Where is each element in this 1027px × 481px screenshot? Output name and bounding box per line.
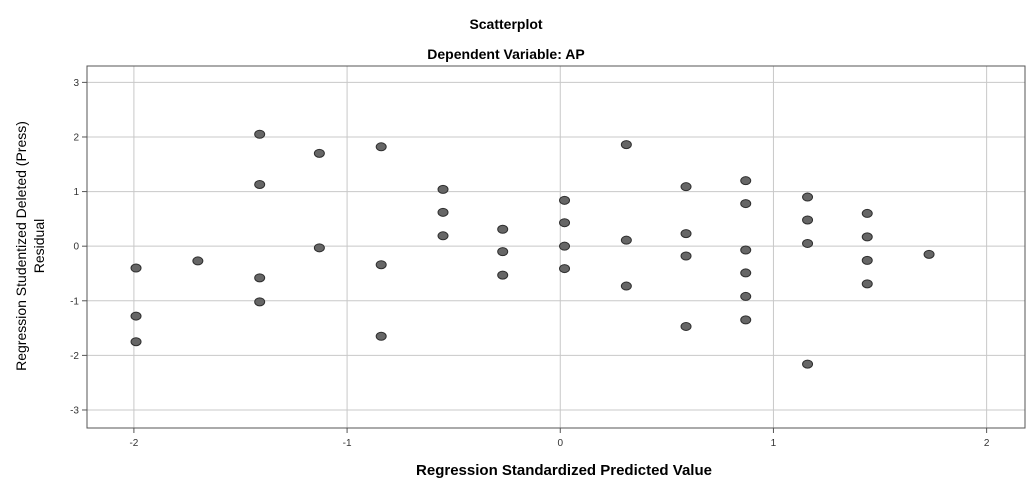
scatter-point <box>680 182 692 192</box>
scatter-point <box>559 241 571 251</box>
scatter-point <box>861 279 873 289</box>
scatter-point <box>680 229 692 239</box>
scatter-point <box>497 224 509 234</box>
scatter-point <box>740 291 752 301</box>
scatter-point <box>802 359 814 369</box>
scatter-point <box>437 207 449 217</box>
scatter-point <box>254 179 266 189</box>
scatter-point <box>254 273 266 283</box>
scatter-point <box>375 260 387 270</box>
data-points <box>130 129 935 369</box>
scatter-point <box>680 251 692 261</box>
scatter-point <box>802 192 814 202</box>
y-axis-label-line-1: Regression Studentized Deleted (Press) <box>13 121 29 371</box>
x-tick-label: 0 <box>557 438 563 449</box>
scatter-point <box>740 245 752 255</box>
y-tick-label: 2 <box>73 132 79 143</box>
scatter-point <box>559 264 571 274</box>
scatter-point <box>130 311 142 321</box>
y-tick-label: -1 <box>70 296 79 307</box>
scatter-point <box>620 281 632 291</box>
x-tick-label: 1 <box>771 438 777 449</box>
chart-title: Scatterplot <box>469 16 542 32</box>
scatter-point <box>861 208 873 218</box>
y-tick-label: 0 <box>73 242 79 253</box>
scatter-point <box>437 231 449 241</box>
scatter-point <box>313 243 325 253</box>
chart-subtitle: Dependent Variable: AP <box>427 46 584 62</box>
y-axis-label-line-2: Residual <box>31 219 47 273</box>
scatter-point <box>192 256 204 266</box>
x-tick-label: -1 <box>343 438 352 449</box>
x-tick-label: -2 <box>129 438 138 449</box>
scatter-point <box>130 263 142 273</box>
scatter-point <box>130 337 142 347</box>
scatter-point <box>559 218 571 228</box>
scatter-point <box>313 148 325 158</box>
scatter-point <box>802 238 814 248</box>
plot-frame <box>86 65 1026 429</box>
scatter-point <box>740 176 752 186</box>
scatter-point <box>740 315 752 325</box>
scatter-point <box>497 247 509 257</box>
scatter-point <box>559 195 571 205</box>
y-tick-label: -3 <box>70 405 79 416</box>
scatter-point <box>375 142 387 152</box>
scatter-point <box>254 129 266 139</box>
scatter-point <box>375 331 387 341</box>
scatter-point <box>861 232 873 242</box>
y-tick-label: 1 <box>73 187 79 198</box>
tick-marks: -2 -1 0 1 2 -3 -2 -1 0 1 2 3 <box>70 78 990 449</box>
scatter-point <box>740 199 752 209</box>
x-axis-label: Regression Standardized Predicted Value <box>416 462 712 479</box>
scatter-point <box>861 255 873 265</box>
scatter-point <box>254 297 266 307</box>
x-tick-label: 2 <box>984 438 990 449</box>
scatter-point <box>802 215 814 225</box>
scatter-point <box>437 184 449 194</box>
scatter-point <box>680 321 692 331</box>
y-tick-label: -2 <box>70 351 79 362</box>
scatter-point <box>620 235 632 245</box>
scatter-point <box>620 140 632 150</box>
scatter-point <box>740 268 752 278</box>
y-tick-label: 3 <box>73 78 79 89</box>
scatter-point <box>497 270 509 280</box>
grid-lines <box>87 66 1025 428</box>
scatter-point <box>923 249 935 259</box>
